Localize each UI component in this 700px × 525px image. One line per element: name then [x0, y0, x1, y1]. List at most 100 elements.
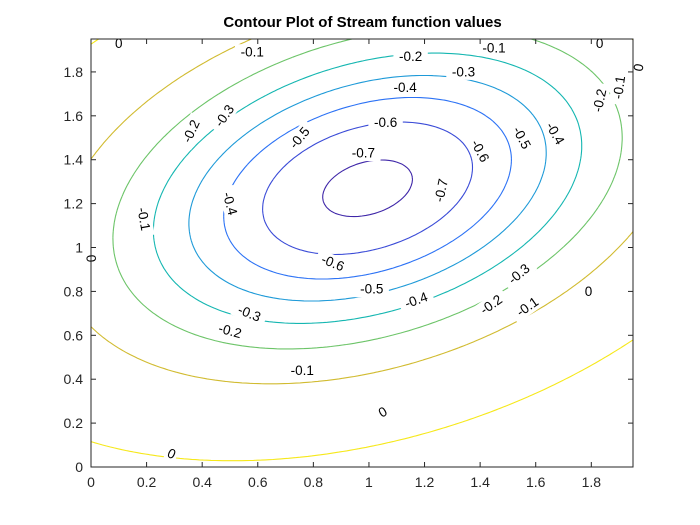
contour-label-background — [285, 362, 320, 379]
contour-label-background — [207, 97, 241, 135]
y-tick-label: 0.4 — [64, 371, 84, 387]
contour-label: 0 — [162, 444, 181, 464]
contour-label-background — [582, 283, 595, 300]
x-tick-label: 1.8 — [582, 474, 602, 490]
contour-label-text: -0.4 — [393, 80, 417, 95]
x-tick-label: 0.6 — [248, 474, 268, 490]
contour-label: -0.1 — [132, 200, 155, 238]
x-tick-label: 1.2 — [415, 474, 435, 490]
contour-label-text: 0 — [115, 36, 123, 51]
contour-label: -0.5 — [506, 118, 537, 157]
contour-label: 0 — [582, 283, 595, 300]
contour-label-background — [211, 318, 249, 344]
contour-label-text: -0.4 — [220, 190, 241, 217]
contour-label: -0.6 — [368, 114, 403, 131]
contour-label-background — [217, 184, 243, 223]
contour-label: 0 — [629, 60, 648, 75]
contour-label-background — [593, 35, 606, 52]
contour-label: -0.1 — [285, 362, 320, 379]
contour-line-0 — [91, 39, 633, 462]
contour-label: -0.4 — [387, 79, 423, 96]
contour-label-background — [476, 39, 512, 56]
y-tick-label: 1 — [75, 240, 83, 256]
contour-label-text: -0.1 — [482, 40, 505, 55]
contour-labels: -0.7-0.7-0.6-0.6-0.6-0.5 -0.5-0.5-0.4-0.4… — [82, 35, 648, 464]
contour-label-background — [387, 79, 423, 96]
contour-label: 0 — [373, 402, 392, 422]
x-tick-label: 1 — [365, 474, 373, 490]
contour-label: -0.3 — [207, 97, 241, 135]
contour-label: -0.2 — [393, 48, 428, 65]
contour-label: -0.3 — [230, 299, 269, 328]
contour-label-background — [629, 60, 648, 75]
contour-label-text: 0 — [631, 62, 647, 72]
contour-label: -0.4 — [539, 114, 571, 153]
y-tick-label: 1.4 — [64, 152, 84, 168]
contour-label-text: -0.2 — [217, 321, 243, 342]
x-tick-label: 0 — [87, 474, 95, 490]
contour-label-background — [500, 256, 538, 292]
contour-label-background — [506, 118, 537, 157]
contour-label-background — [176, 112, 206, 151]
contour-label: -0.5 — [354, 281, 389, 298]
contour-label-text: -0.1 — [134, 206, 153, 232]
contour-label: -0.1 — [508, 290, 547, 324]
chart-title: Contour Plot of Stream function values — [223, 14, 502, 31]
contour-label-background — [162, 444, 181, 464]
y-tick-label: 0.6 — [64, 327, 84, 343]
x-tick-label: 0.4 — [192, 474, 212, 490]
contour-label-text: -0.2 — [399, 49, 422, 64]
contour-label-text: -0.7 — [352, 146, 375, 161]
contour-label-background — [354, 281, 389, 298]
contour-label: -0.4 — [397, 286, 436, 314]
contour-label-background — [132, 200, 155, 238]
contour-label: -0.6 — [464, 131, 496, 170]
contour-label-background — [313, 249, 352, 277]
y-tick-label: 0 — [75, 459, 83, 475]
contour-label-text: -0.1 — [241, 45, 264, 60]
contour-label-text: 0 — [585, 284, 593, 299]
contour-label-background — [472, 288, 510, 322]
contour-label-text: -0.2 — [590, 88, 610, 114]
contour-label: -0.4 — [217, 184, 243, 223]
contour-label-background — [235, 44, 270, 61]
contour-label-background — [464, 131, 496, 170]
contour-label-background — [508, 290, 547, 324]
contour-label-text: -0.7 — [431, 177, 451, 203]
contour-label-text: -0.5 — [360, 282, 383, 297]
contour-label-background — [373, 402, 392, 422]
axes-box — [90, 38, 634, 468]
y-tick-label: 0.8 — [64, 283, 84, 299]
contour-label-background — [113, 35, 125, 52]
x-tick-label: 1.6 — [526, 474, 546, 490]
contour-label-text: -0.1 — [610, 75, 628, 100]
y-tick-label: 1.6 — [64, 108, 84, 124]
contour-line-neg0_6 — [262, 121, 474, 256]
contour-label: -0.2 — [176, 112, 206, 151]
x-tick-label: 0.8 — [304, 474, 324, 490]
contour-label: -0.1 — [476, 39, 512, 56]
contour-label: -0.2 — [588, 82, 612, 119]
x-tick-label: 0.2 — [137, 474, 157, 490]
contour-label-background — [397, 286, 436, 314]
contour-line-neg0_1 — [91, 39, 633, 385]
contour-label-background — [346, 145, 381, 162]
contour-label: -0.6 — [313, 249, 352, 277]
contour-label-text: 0 — [596, 36, 604, 51]
contour-label-background — [429, 171, 453, 209]
y-tick-label: 0.2 — [64, 415, 84, 431]
contour-label: 0 — [113, 35, 125, 52]
contour-label: -0.7 — [429, 171, 453, 209]
contour-line-neg0_5 — [223, 96, 512, 280]
contour-lines — [91, 39, 633, 462]
contour-label-background — [230, 299, 269, 328]
contour-label-background — [368, 114, 403, 131]
contour-label: -0.2 — [211, 318, 249, 344]
contour-label-text: -0.6 — [374, 115, 397, 130]
contour-label-background — [393, 48, 428, 65]
contour-line-neg0_2 — [112, 39, 623, 350]
contour-label-text: -0.3 — [452, 64, 475, 79]
contour-label: -0.3 — [446, 63, 481, 80]
x-tick-label: 1.4 — [470, 474, 490, 490]
